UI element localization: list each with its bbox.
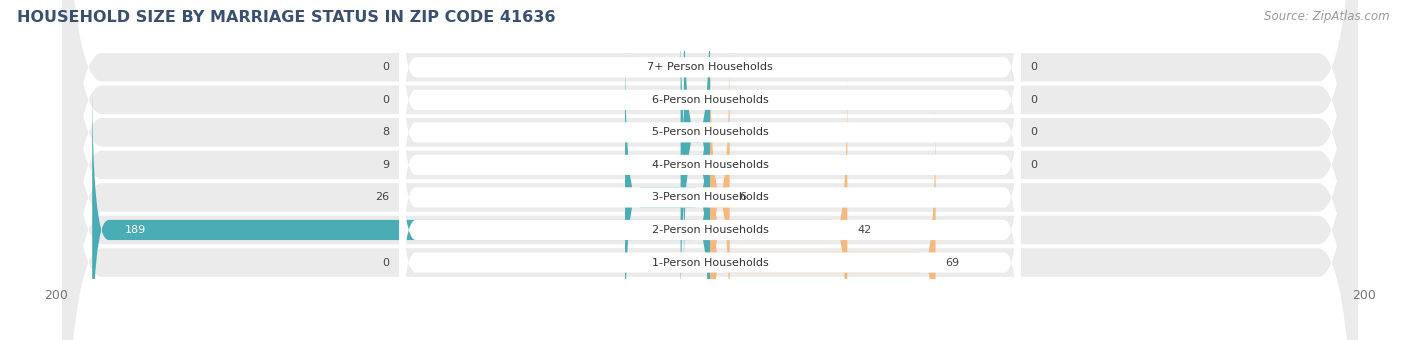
FancyBboxPatch shape [63, 0, 1357, 340]
Text: 6: 6 [740, 192, 747, 202]
FancyBboxPatch shape [63, 0, 1357, 340]
Text: 7+ Person Households: 7+ Person Households [647, 62, 773, 72]
FancyBboxPatch shape [399, 0, 1021, 252]
FancyBboxPatch shape [63, 0, 1357, 340]
FancyBboxPatch shape [63, 0, 1357, 340]
Text: 0: 0 [382, 257, 389, 268]
Text: 42: 42 [858, 225, 872, 235]
Text: 8: 8 [382, 128, 389, 137]
Text: 0: 0 [1031, 95, 1038, 105]
FancyBboxPatch shape [710, 45, 730, 340]
FancyBboxPatch shape [683, 0, 710, 285]
FancyBboxPatch shape [681, 12, 710, 318]
FancyBboxPatch shape [399, 110, 1021, 340]
FancyBboxPatch shape [710, 78, 848, 340]
Text: 5-Person Households: 5-Person Households [651, 128, 769, 137]
Text: 2-Person Households: 2-Person Households [651, 225, 769, 235]
Text: 4-Person Households: 4-Person Households [651, 160, 769, 170]
Text: 0: 0 [382, 95, 389, 105]
FancyBboxPatch shape [93, 78, 710, 340]
FancyBboxPatch shape [626, 45, 710, 340]
FancyBboxPatch shape [399, 12, 1021, 318]
FancyBboxPatch shape [63, 0, 1357, 340]
Text: 6-Person Households: 6-Person Households [651, 95, 769, 105]
Text: 69: 69 [945, 257, 959, 268]
Text: 0: 0 [382, 62, 389, 72]
Text: 189: 189 [125, 225, 146, 235]
Text: 0: 0 [1031, 160, 1038, 170]
FancyBboxPatch shape [63, 0, 1357, 340]
FancyBboxPatch shape [399, 45, 1021, 340]
Text: 3-Person Households: 3-Person Households [651, 192, 769, 202]
FancyBboxPatch shape [399, 78, 1021, 340]
Text: 1-Person Households: 1-Person Households [651, 257, 769, 268]
Text: Source: ZipAtlas.com: Source: ZipAtlas.com [1264, 10, 1389, 23]
Text: 26: 26 [375, 192, 389, 202]
Text: 0: 0 [1031, 62, 1038, 72]
FancyBboxPatch shape [399, 0, 1021, 285]
Text: 0: 0 [1031, 128, 1038, 137]
Text: HOUSEHOLD SIZE BY MARRIAGE STATUS IN ZIP CODE 41636: HOUSEHOLD SIZE BY MARRIAGE STATUS IN ZIP… [17, 10, 555, 25]
FancyBboxPatch shape [63, 0, 1357, 340]
FancyBboxPatch shape [710, 110, 935, 340]
FancyBboxPatch shape [399, 0, 1021, 220]
Text: 9: 9 [382, 160, 389, 170]
